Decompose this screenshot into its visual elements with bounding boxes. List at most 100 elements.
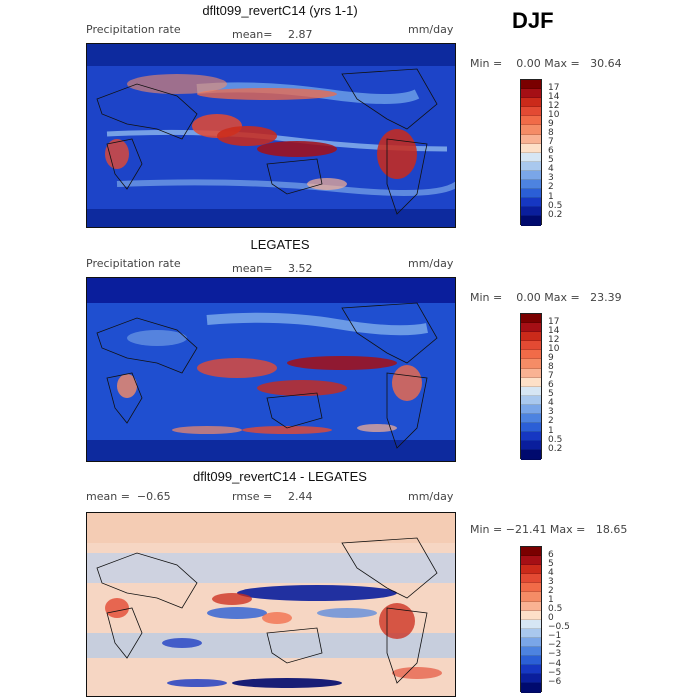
panel-2-colorbar-tick: 0.5 xyxy=(548,435,563,445)
panel-2-colorbar-swatch xyxy=(521,350,541,360)
panel-1-colorbar-tick: 1 xyxy=(548,192,554,202)
panel-1-colorbar-swatch xyxy=(521,152,541,162)
panel-1-colorbar-tick: 7 xyxy=(548,137,554,147)
panel-3-colorbar-tick: −3 xyxy=(548,649,562,659)
season-label: DJF xyxy=(512,8,554,33)
panel-3-difference-map xyxy=(86,512,456,697)
panel-1-colorbar-swatch xyxy=(521,143,541,153)
panel-3-mean-text: mean = −0.65 xyxy=(86,490,171,503)
panel-2-colorbar-tick: 12 xyxy=(548,335,560,345)
panel-3-colorbar-tick: −2 xyxy=(548,640,562,650)
panel-3-colorbar-swatch xyxy=(521,565,541,575)
panel-3-min-max: Min = −21.41 Max = 18.65 xyxy=(470,523,628,536)
panel-3-colorbar-tick: −6 xyxy=(548,677,562,687)
panel-1-colorbar-swatch xyxy=(521,161,541,171)
panel-2-colorbar xyxy=(520,313,542,460)
panel-3-colorbar-swatch xyxy=(521,574,541,584)
panel-1-colorbar-tick: 12 xyxy=(548,101,560,111)
panel-2-min-max: Min = 0.00 Max = 23.39 xyxy=(470,291,622,304)
panel-3-colorbar-swatch xyxy=(521,547,541,557)
panel-1-colorbar-tick: 0.2 xyxy=(548,210,563,220)
panel-2-colorbar-tick: 3 xyxy=(548,407,554,417)
panel-3-colorbar-tick: −4 xyxy=(548,659,562,669)
panel-2-variable-label: Precipitation rate xyxy=(86,257,181,270)
panel-3-colorbar-swatch xyxy=(521,619,541,629)
panel-1-colorbar-swatch xyxy=(521,170,541,181)
panel-1-colorbar-swatch xyxy=(521,125,541,135)
panel-3-colorbar xyxy=(520,546,542,693)
panel-1-colorbar-swatch xyxy=(521,98,541,108)
panel-3-colorbar-tick: 6 xyxy=(548,550,554,560)
panel-1-colorbar-swatch xyxy=(521,116,541,126)
panel-3-colorbar-swatch xyxy=(521,656,541,666)
panel-1-colorbar-swatch xyxy=(521,189,541,199)
panel-3-colorbar-swatch xyxy=(521,556,541,566)
panel-2-colorbar-swatch xyxy=(521,414,541,424)
panel-1-colorbar-tick: 8 xyxy=(548,128,554,138)
panel-2-colorbar-tick: 8 xyxy=(548,362,554,372)
panel-3-colorbar-swatch xyxy=(521,647,541,657)
panel-1-colorbar xyxy=(520,79,542,226)
panel-2-colorbar-swatch xyxy=(521,332,541,342)
panel-1-colorbar-tick: 17 xyxy=(548,83,560,93)
panel-1-colorbar-tick: 4 xyxy=(548,164,554,174)
panel-2-mean-label: mean= xyxy=(232,262,273,275)
panel-2-colorbar-swatch xyxy=(521,359,541,369)
panel-1-colorbar-swatch xyxy=(521,134,541,144)
panel-1-colorbar-tick: 3 xyxy=(548,173,554,183)
panel-1-colorbar-swatch xyxy=(521,89,541,99)
panel-2-colorbar-tick: 7 xyxy=(548,371,554,381)
panel-2-colorbar-swatch xyxy=(521,404,541,415)
panel-2-colorbar-tick: 0.2 xyxy=(548,444,563,454)
panel-2-colorbar-tick: 5 xyxy=(548,389,554,399)
panel-3-colorbar-swatch xyxy=(521,665,541,675)
panel-2-colorbar-swatch xyxy=(521,368,541,378)
panel-2-colorbar-tick: 10 xyxy=(548,344,560,354)
panel-2-mean-value: 3.52 xyxy=(288,262,313,275)
panel-2-colorbar-swatch xyxy=(521,377,541,387)
panel-2-colorbar-swatch xyxy=(521,386,541,396)
panel-1-colorbar-swatch xyxy=(521,207,541,217)
panel-3-colorbar-tick: 0 xyxy=(548,613,554,623)
panel-1-mean-value: 2.87 xyxy=(288,28,313,41)
panel-2-colorbar-tick: 1 xyxy=(548,426,554,436)
panel-1-colorbar-tick: 2 xyxy=(548,182,554,192)
panel-3-colorbar-tick: 3 xyxy=(548,577,554,587)
panel-2-colorbar-swatch xyxy=(521,395,541,405)
panel-3-colorbar-swatch xyxy=(521,610,541,620)
panel-1-precip-map xyxy=(86,43,456,228)
panel-1-colorbar-tick: 5 xyxy=(548,155,554,165)
panel-2-colorbar-tick: 9 xyxy=(548,353,554,363)
panel-2-colorbar-swatch xyxy=(521,441,541,451)
panel-3-colorbar-swatch xyxy=(521,683,541,693)
panel-3-colorbar-tick: 5 xyxy=(548,559,554,569)
panel-2-colorbar-tick: 6 xyxy=(548,380,554,390)
panel-2-colorbar-swatch xyxy=(521,450,541,460)
panel-2-colorbar-tick: 2 xyxy=(548,416,554,426)
panel-2-colorbar-swatch xyxy=(521,314,541,324)
panel-1-colorbar-tick: 0.5 xyxy=(548,201,563,211)
panel-1-colorbar-tick: 9 xyxy=(548,119,554,129)
panel-2-colorbar-swatch xyxy=(521,323,541,333)
panel-3-colorbar-tick: 1 xyxy=(548,595,554,605)
panel-3-colorbar-tick: −5 xyxy=(548,668,562,678)
panel-1-title: dflt099_revertC14 (yrs 1-1) xyxy=(202,3,358,18)
panel-2-colorbar-swatch xyxy=(521,341,541,351)
panel-1-colorbar-swatch xyxy=(521,80,541,90)
panel-3-colorbar-tick: 2 xyxy=(548,586,554,596)
panel-1-colorbar-tick: 10 xyxy=(548,110,560,120)
panel-1-mean-label: mean= xyxy=(232,28,273,41)
panel-1-colorbar-swatch xyxy=(521,107,541,117)
panel-1-min-max: Min = 0.00 Max = 30.64 xyxy=(470,57,622,70)
panel-3-colorbar-swatch xyxy=(521,628,541,638)
panel-1-colorbar-swatch xyxy=(521,198,541,208)
panel-3-colorbar-tick: −0.5 xyxy=(548,622,570,632)
panel-2-colorbar-tick: 4 xyxy=(548,398,554,408)
panel-3-colorbar-swatch xyxy=(521,583,541,593)
panel-3-colorbar-swatch xyxy=(521,674,541,684)
panel-2-precip-map xyxy=(86,277,456,462)
panel-1-units: mm/day xyxy=(408,23,454,36)
panel-1-colorbar-tick: 14 xyxy=(548,92,560,102)
panel-3-colorbar-tick: 4 xyxy=(548,568,554,578)
panel-3-colorbar-swatch xyxy=(521,637,541,648)
